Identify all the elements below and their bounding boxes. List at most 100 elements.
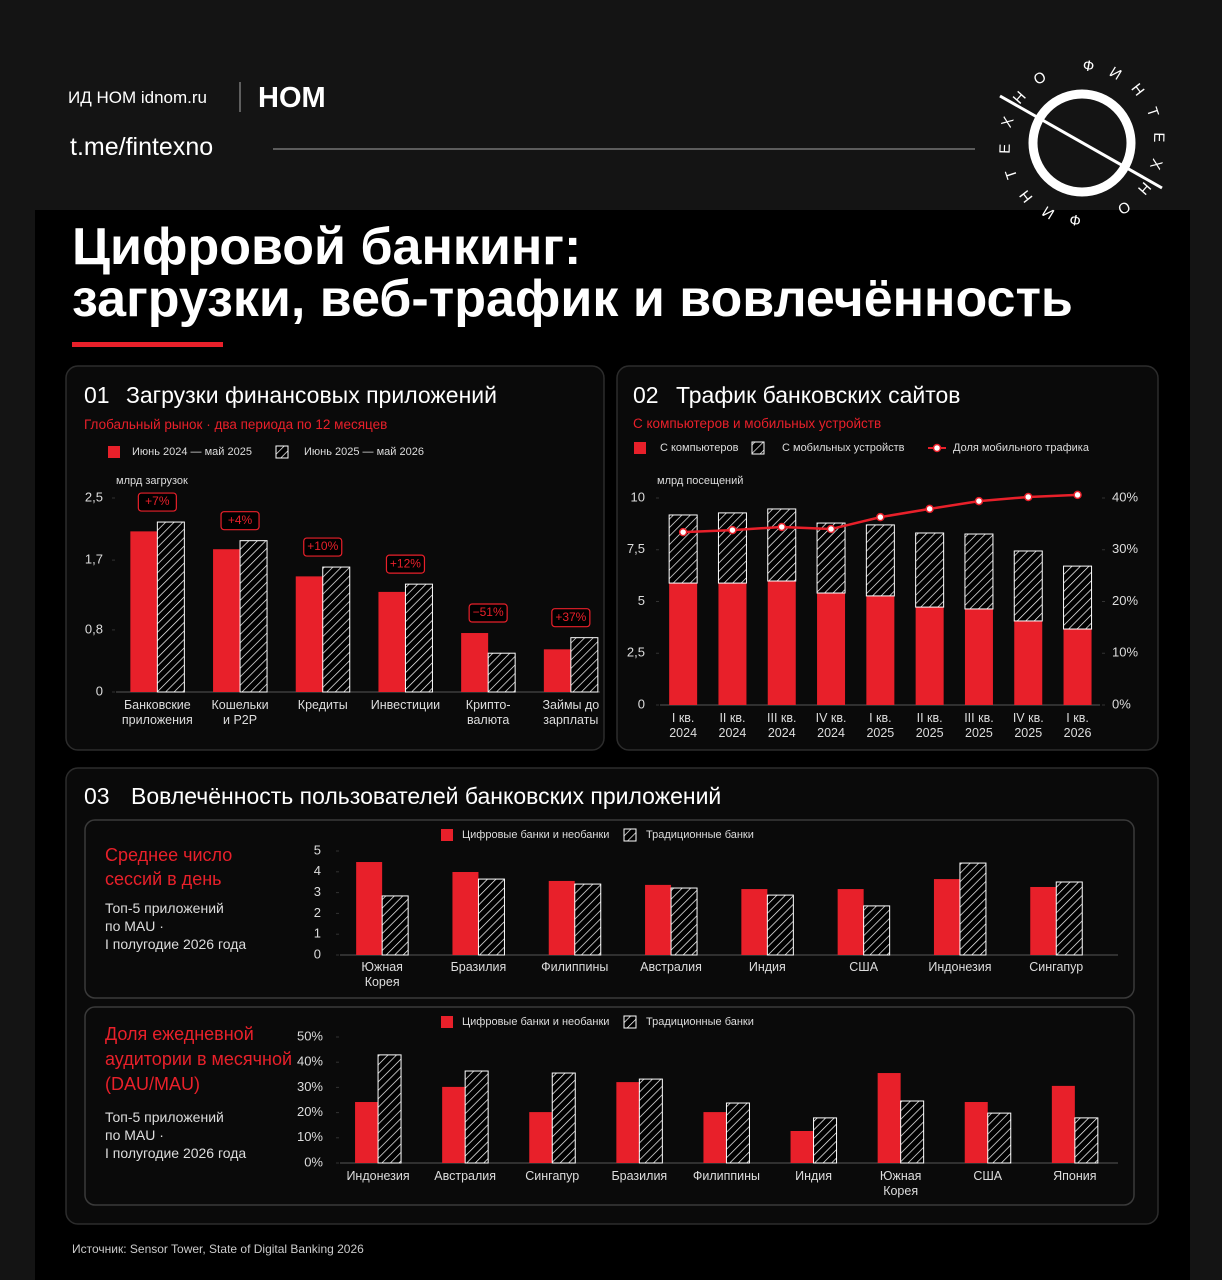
text-line: 2024 xyxy=(817,726,845,740)
bar xyxy=(717,512,747,584)
legend-label: С мобильных устройств xyxy=(782,442,905,454)
x-tick-label: США xyxy=(973,1169,1002,1183)
logo-backdrop xyxy=(1030,210,1160,268)
text-line: приложения xyxy=(122,713,193,727)
x-tick-label: Южная Корея xyxy=(361,960,403,989)
x-tick-label: Индонезия xyxy=(346,1169,409,1183)
text-line: зарплаты xyxy=(543,713,598,727)
legend-label: Традиционные банки xyxy=(646,829,754,841)
x-tick-label: США xyxy=(849,960,878,974)
line-marker xyxy=(974,496,984,506)
line-marker xyxy=(925,504,934,514)
bar xyxy=(1030,886,1057,955)
x-tick-label: I кв. 2024 xyxy=(669,711,697,740)
text-line: сессий в день xyxy=(105,869,222,889)
bar xyxy=(404,583,433,693)
text-line: Кошельки xyxy=(212,698,269,712)
tick-label: 10% xyxy=(297,1129,323,1144)
bar xyxy=(915,532,945,608)
bar xyxy=(645,884,672,955)
tick-label: 1,7 xyxy=(85,552,103,567)
title-underline xyxy=(72,342,223,347)
change-label: −51% xyxy=(473,605,504,619)
bar xyxy=(1051,1085,1075,1163)
bar xyxy=(964,1102,988,1163)
tick-label: 3 xyxy=(314,884,321,899)
line-marker xyxy=(826,524,836,534)
text-line: III кв. xyxy=(964,711,993,725)
text-line: 2025 xyxy=(916,726,944,740)
change-badge xyxy=(220,511,260,531)
change-badge xyxy=(303,537,343,557)
change-badge xyxy=(385,554,426,574)
source: Источник: Sensor Tower, State of Digital… xyxy=(72,1242,364,1256)
legend-label: Июнь 2024 — май 2025 xyxy=(132,446,252,458)
x-tick-label: Индия xyxy=(795,1169,832,1183)
bar xyxy=(964,533,994,610)
bar xyxy=(638,1078,663,1164)
bar xyxy=(570,637,599,693)
bar xyxy=(130,531,158,692)
x-tick-label: Бразилия xyxy=(611,1169,667,1183)
bar xyxy=(1063,629,1092,705)
legend-marker xyxy=(932,443,942,453)
legend-swatch xyxy=(623,1015,637,1029)
legend-label: Доля мобильного трафика xyxy=(953,442,1090,454)
bar xyxy=(156,521,185,693)
legend-swatch xyxy=(108,446,120,458)
x-tick-label: III кв. 2025 xyxy=(964,711,993,740)
text-line: Топ-5 приложений xyxy=(105,1109,224,1125)
bar xyxy=(543,649,571,692)
text-line: Среднее число xyxy=(105,845,232,865)
text-line: I кв. xyxy=(672,711,695,725)
tick-label: 4 xyxy=(314,863,321,878)
text-line: по MAU · xyxy=(105,1127,164,1143)
bar xyxy=(356,862,383,955)
line-marker xyxy=(1073,490,1082,500)
tick-label: 0% xyxy=(1112,696,1131,711)
bar xyxy=(813,1117,838,1164)
bar xyxy=(1055,881,1083,956)
text-line: Южная xyxy=(361,960,403,974)
chart-number: 01 xyxy=(84,382,110,408)
bar xyxy=(1074,1117,1099,1164)
x-tick-label: Инвестиции xyxy=(371,698,440,712)
bar xyxy=(933,879,960,955)
tick-label: 2 xyxy=(314,905,321,920)
bar xyxy=(377,1054,402,1164)
bar xyxy=(355,1102,379,1163)
x-tick-label: Индия xyxy=(749,960,786,974)
bar xyxy=(670,887,698,956)
tick-label: 20% xyxy=(297,1104,323,1119)
bar xyxy=(837,889,864,955)
x-tick-label: Филиппины xyxy=(693,1169,760,1183)
bar xyxy=(866,595,895,705)
bar xyxy=(816,522,846,594)
line-marker xyxy=(1024,492,1033,502)
x-tick-label: Займы до зарплаты xyxy=(542,698,599,727)
bar xyxy=(213,549,241,692)
text-line: 2024 xyxy=(768,726,796,740)
tick-label: 1 xyxy=(314,926,321,941)
bar xyxy=(1063,565,1093,630)
x-tick-label: Сингапур xyxy=(1029,960,1083,974)
bar xyxy=(741,889,768,955)
x-tick-label: Кредиты xyxy=(298,698,348,712)
bar xyxy=(442,1086,466,1163)
bar xyxy=(239,540,268,693)
tick-label: 10 xyxy=(631,489,645,504)
change-label: +12% xyxy=(390,556,421,570)
tick-label: 0 xyxy=(314,946,321,961)
tick-label: 7,5 xyxy=(627,541,645,556)
tick-label: 40% xyxy=(297,1054,323,1069)
text-line: (DAU/MAU) xyxy=(105,1074,200,1094)
x-tick-label: I кв. 2025 xyxy=(866,711,894,740)
axis-label: млрд посещений xyxy=(657,475,743,487)
text-line: Корея xyxy=(883,1184,918,1198)
text-line: II кв. xyxy=(917,711,943,725)
bar xyxy=(790,1130,814,1163)
chart-title: Трафик банковских сайтов xyxy=(676,382,961,408)
tick-label: 2,5 xyxy=(85,489,103,504)
text-line: 2025 xyxy=(866,726,894,740)
change-badge xyxy=(468,603,508,623)
